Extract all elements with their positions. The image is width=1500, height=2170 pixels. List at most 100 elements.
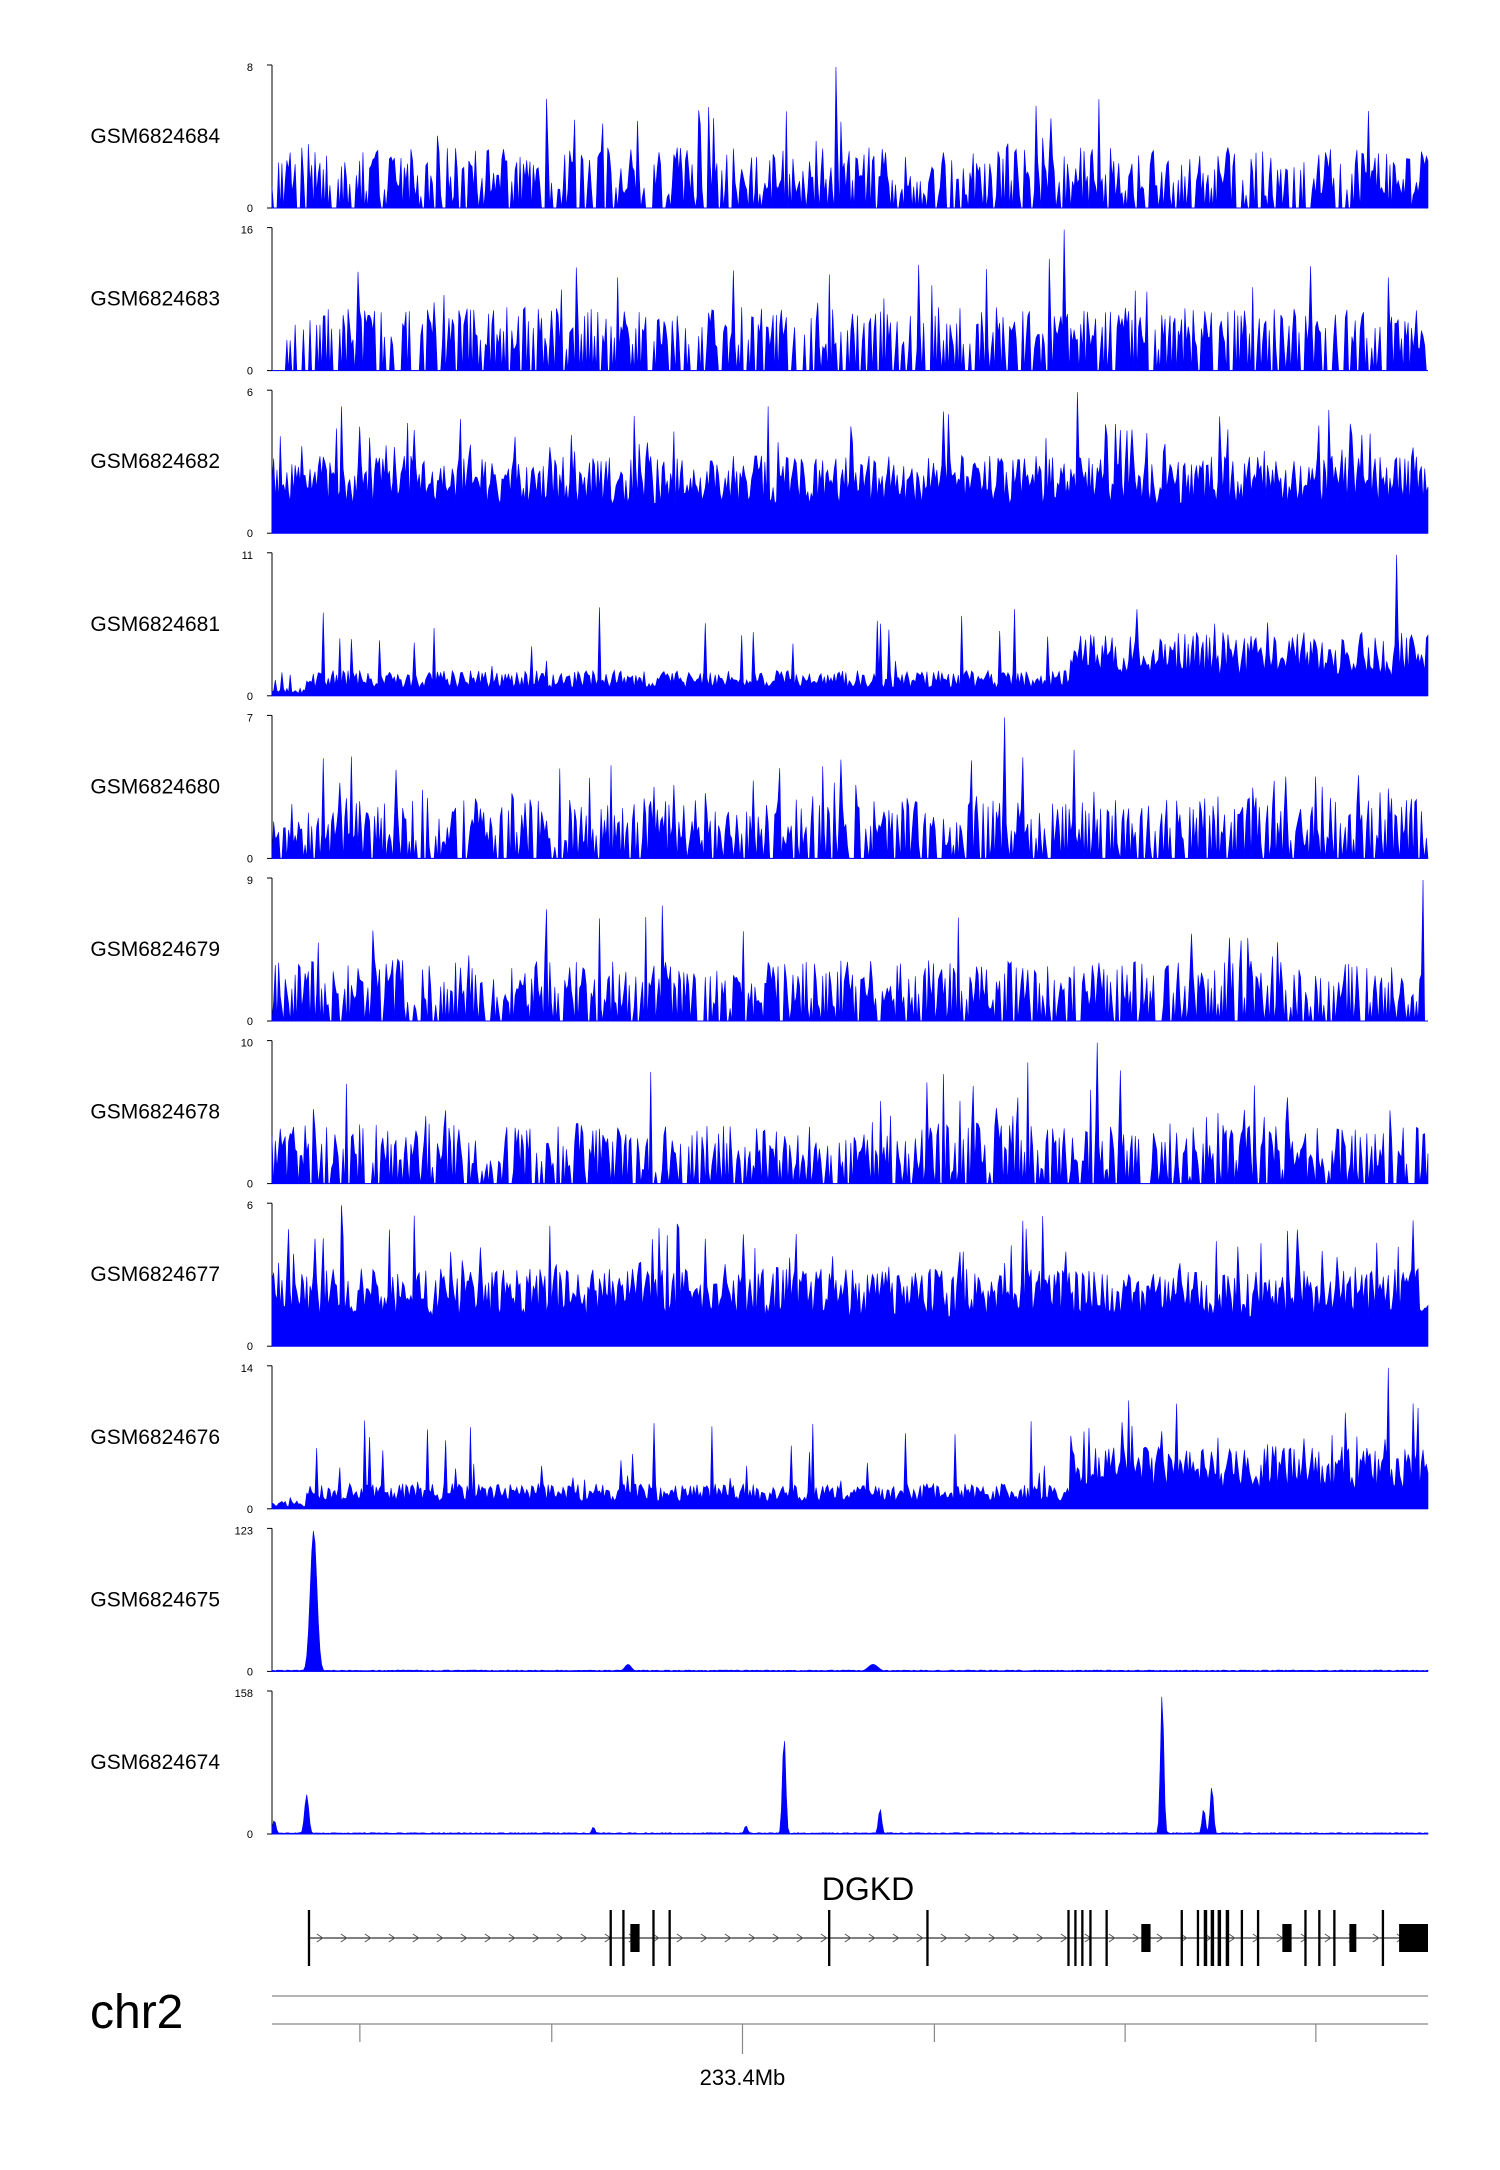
coverage-area — [272, 229, 1428, 371]
coverage-tracks: GSM682468480GSM6824683160GSM682468260GSM… — [90, 62, 1429, 1841]
exon — [1333, 1910, 1336, 1966]
gene-name-label: DGKD — [822, 1871, 914, 1907]
strand-arrow — [412, 1933, 420, 1943]
exon — [1089, 1910, 1092, 1966]
strand-arrow — [988, 1933, 996, 1943]
track-GSM6824682: GSM6824682 6 0 — [90, 387, 1429, 540]
exon — [1105, 1910, 1108, 1966]
y-min-label: 0 — [247, 1016, 253, 1028]
track-label: GSM6824683 — [90, 288, 220, 311]
track-label: GSM6824676 — [90, 1426, 220, 1449]
exon — [622, 1910, 625, 1966]
strand-arrow — [700, 1933, 708, 1943]
y-min-label: 0 — [247, 691, 253, 703]
strand-arrow — [388, 1933, 396, 1943]
coverage-area — [271, 554, 1429, 697]
strand-arrow — [340, 1933, 348, 1943]
track-GSM6824675: GSM6824675 123 0 — [90, 1525, 1429, 1678]
exon — [1203, 1910, 1208, 1966]
y-max-label: 11 — [242, 550, 253, 562]
y-max-label: 6 — [247, 387, 253, 399]
strand-arrow — [964, 1933, 972, 1943]
coverage-area — [271, 717, 1429, 859]
coverage-area — [271, 1205, 1429, 1347]
strand-arrow — [676, 1933, 684, 1943]
track-label: GSM6824677 — [90, 1263, 220, 1286]
y-min-label: 0 — [247, 1341, 253, 1353]
strand-arrow — [364, 1933, 372, 1943]
track-GSM6824680: GSM6824680 7 0 — [90, 712, 1429, 865]
exon — [652, 1910, 655, 1966]
strand-arrow — [772, 1933, 780, 1943]
exon — [1240, 1910, 1244, 1966]
track-label: GSM6824675 — [90, 1588, 220, 1611]
strand-arrow — [1012, 1933, 1020, 1943]
y-max-label: 9 — [247, 875, 253, 887]
y-min-label: 0 — [247, 203, 253, 215]
track-label: GSM6824681 — [90, 613, 220, 636]
exon — [1067, 1910, 1070, 1966]
genomic-axis — [272, 1995, 1428, 2054]
track-GSM6824681: GSM6824681 11 0 — [90, 550, 1429, 703]
coverage-area — [271, 1696, 1429, 1835]
strand-arrow — [1036, 1933, 1044, 1943]
strand-arrow — [724, 1933, 732, 1943]
strand-arrow — [820, 1933, 828, 1943]
chromosome-label: chr2 — [90, 1986, 183, 2039]
strand-arrow — [532, 1933, 540, 1943]
exon — [1399, 1924, 1428, 1952]
strand-arrow — [652, 1933, 660, 1943]
exon — [1381, 1910, 1385, 1966]
exon — [828, 1910, 831, 1966]
y-min-label: 0 — [247, 366, 253, 378]
strand-arrow — [940, 1933, 948, 1943]
coverage-area — [271, 392, 1429, 534]
y-min-label: 0 — [247, 528, 253, 540]
exon — [926, 1910, 929, 1966]
coverage-area — [271, 1367, 1429, 1510]
y-max-label: 16 — [241, 225, 253, 237]
coverage-area — [271, 1042, 1429, 1185]
strand-arrow — [868, 1933, 876, 1943]
coverage-area — [271, 879, 1428, 1022]
track-GSM6824683: GSM6824683 16 0 — [90, 225, 1428, 378]
strand-arrow — [556, 1933, 564, 1943]
y-min-label: 0 — [247, 1666, 253, 1678]
exon — [630, 1924, 640, 1952]
y-min-label: 0 — [247, 1504, 253, 1516]
strand-arrow — [844, 1933, 852, 1943]
strand-arrow — [1228, 1933, 1236, 1943]
strand-arrow — [484, 1933, 492, 1943]
exon — [1196, 1910, 1200, 1966]
strand-arrow — [1108, 1933, 1116, 1943]
coverage-area — [271, 66, 1429, 209]
strand-arrow — [748, 1933, 756, 1943]
track-label: GSM6824678 — [90, 1101, 220, 1124]
strand-arrow — [316, 1933, 324, 1943]
y-min-label: 0 — [247, 1829, 253, 1841]
y-max-label: 123 — [235, 1525, 253, 1537]
track-GSM6824677: GSM6824677 6 0 — [90, 1200, 1429, 1353]
y-max-label: 14 — [241, 1363, 253, 1375]
y-max-label: 7 — [247, 712, 253, 724]
exon — [1141, 1924, 1151, 1952]
track-GSM6824679: GSM6824679 9 0 — [90, 875, 1428, 1028]
exon — [668, 1910, 671, 1966]
exon — [1318, 1910, 1321, 1966]
y-min-label: 0 — [247, 853, 253, 865]
y-max-label: 158 — [235, 1688, 253, 1700]
strand-arrow — [1300, 1933, 1308, 1943]
exon — [1256, 1910, 1260, 1966]
strand-arrow — [1132, 1933, 1140, 1943]
y-min-label: 0 — [247, 1179, 253, 1191]
coverage-area — [271, 1530, 1429, 1672]
track-label: GSM6824674 — [90, 1751, 220, 1774]
exon — [307, 1910, 311, 1966]
x-tick-label: 233.4Mb — [700, 2065, 786, 2090]
exon — [1304, 1910, 1307, 1966]
exon — [1282, 1924, 1292, 1952]
track-GSM6824674: GSM6824674 158 0 — [90, 1688, 1429, 1841]
strand-arrow — [508, 1933, 516, 1943]
strand-arrow — [1324, 1933, 1332, 1943]
